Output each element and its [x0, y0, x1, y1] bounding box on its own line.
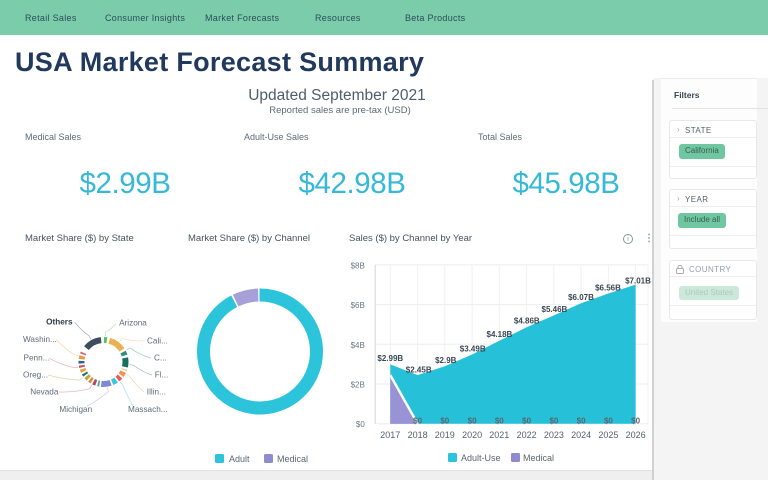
svg-text:Nevada: Nevada: [30, 387, 59, 396]
svg-text:Fl...: Fl...: [155, 371, 169, 380]
svg-text:Michigan: Michigan: [59, 405, 92, 414]
svg-text:2021: 2021: [489, 430, 509, 440]
svg-text:$7.01B: $7.01B: [625, 277, 651, 286]
svg-text:Massach...: Massach...: [128, 405, 168, 414]
svg-text:Oreg...: Oreg...: [23, 371, 48, 380]
svg-text:$0: $0: [522, 416, 531, 425]
svg-text:$0: $0: [468, 416, 477, 425]
svg-text:2017: 2017: [380, 430, 400, 440]
svg-text:Penn...: Penn...: [24, 354, 50, 363]
svg-text:$8B: $8B: [351, 261, 365, 270]
svg-text:$2.45B: $2.45B: [406, 365, 432, 374]
svg-text:$0: $0: [604, 416, 613, 425]
svg-text:$0: $0: [577, 416, 586, 425]
svg-text:Others: Others: [46, 318, 73, 327]
svg-text:Cali...: Cali...: [147, 336, 168, 345]
svg-text:2019: 2019: [435, 430, 455, 440]
svg-text:$0: $0: [413, 416, 422, 425]
svg-text:$4.86B: $4.86B: [514, 317, 540, 326]
svg-text:$2.9B: $2.9B: [435, 356, 457, 365]
svg-text:2026: 2026: [626, 430, 646, 440]
svg-text:$2B: $2B: [351, 381, 365, 390]
svg-text:Illin...: Illin...: [147, 387, 166, 396]
svg-text:2023: 2023: [544, 430, 564, 440]
svg-text:$6.56B: $6.56B: [595, 283, 621, 292]
svg-text:$2.99B: $2.99B: [377, 354, 403, 363]
svg-text:$0: $0: [549, 416, 558, 425]
svg-text:$0: $0: [356, 420, 365, 429]
svg-text:2018: 2018: [408, 430, 428, 440]
svg-text:2024: 2024: [571, 430, 591, 440]
svg-text:2020: 2020: [462, 430, 482, 440]
svg-text:Arizona: Arizona: [119, 319, 147, 328]
svg-text:$0: $0: [495, 416, 504, 425]
svg-text:$4B: $4B: [351, 341, 365, 350]
svg-text:$3.49B: $3.49B: [460, 345, 486, 354]
svg-text:$6.07B: $6.07B: [568, 293, 594, 302]
svg-text:$4.18B: $4.18B: [487, 330, 513, 339]
svg-text:C...: C...: [154, 354, 167, 363]
svg-text:$5.46B: $5.46B: [542, 305, 568, 314]
svg-text:$0: $0: [631, 416, 640, 425]
svg-text:2025: 2025: [598, 430, 618, 440]
svg-text:Washin...: Washin...: [23, 335, 57, 344]
svg-text:2022: 2022: [517, 430, 537, 440]
svg-text:$6B: $6B: [351, 301, 365, 310]
svg-text:$0: $0: [440, 416, 449, 425]
